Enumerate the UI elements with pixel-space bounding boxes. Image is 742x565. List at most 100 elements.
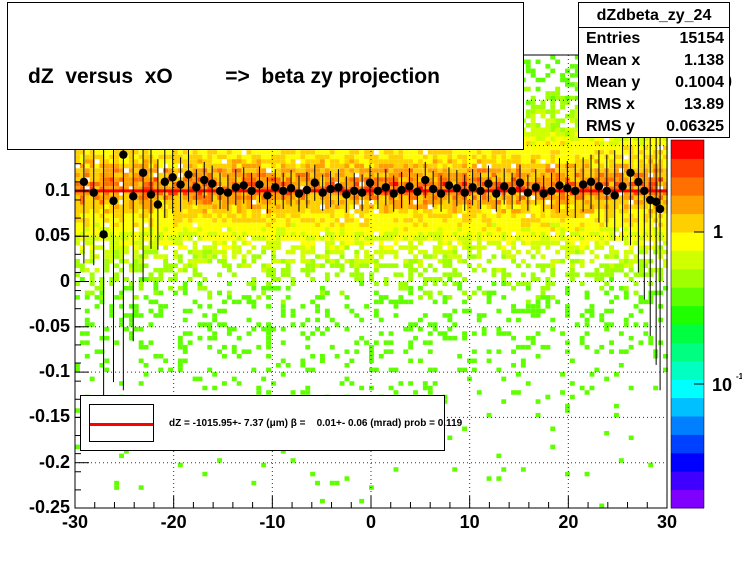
heatmap-cell	[555, 258, 561, 264]
heatmap-cell	[609, 172, 614, 178]
heatmap-cell	[310, 245, 316, 250]
heatmap-cell	[594, 195, 600, 200]
heatmap-cell	[329, 258, 335, 264]
heatmap-cell	[648, 145, 654, 151]
heatmap-cell	[104, 258, 110, 264]
heatmap-cell	[476, 195, 482, 200]
heatmap-cell	[388, 186, 394, 191]
heatmap-cell	[241, 204, 247, 210]
heatmap-cell	[231, 200, 237, 205]
heatmap-cell	[540, 104, 546, 110]
heatmap-cell	[202, 254, 208, 259]
heatmap-cell	[275, 227, 281, 232]
heatmap-cell	[584, 150, 590, 155]
heatmap-cell	[638, 245, 644, 250]
heatmap-cell	[192, 209, 198, 214]
heatmap-cell	[133, 245, 139, 250]
heatmap-cell	[599, 313, 605, 318]
heatmap-cell	[275, 195, 281, 200]
heatmap-cell	[109, 281, 115, 287]
heatmap-cell	[212, 190, 218, 196]
heatmap-cell	[163, 304, 169, 309]
heatmap-cell	[555, 172, 561, 178]
heatmap-cell	[589, 272, 595, 277]
heatmap-cell	[589, 141, 595, 146]
heatmap-cell	[207, 163, 213, 169]
heatmap-cell	[550, 100, 556, 105]
heatmap-cell	[124, 213, 129, 219]
heatmap-cell	[648, 258, 654, 264]
heatmap-cell	[168, 190, 173, 196]
heatmap-cell	[138, 190, 144, 196]
heatmap-cell	[545, 204, 551, 210]
heatmap-cell	[153, 195, 159, 200]
heatmap-cell	[339, 381, 345, 386]
heatmap-cell	[535, 168, 541, 173]
heatmap-cell	[315, 295, 320, 300]
heatmap-cell	[138, 358, 144, 364]
heatmap-cell	[594, 141, 600, 146]
heatmap-cell	[565, 403, 570, 409]
heatmap-cell	[427, 385, 433, 391]
heatmap-cell	[75, 200, 80, 205]
heatmap-cell	[442, 335, 448, 341]
heatmap-cell	[516, 204, 521, 210]
heatmap-cell	[550, 181, 556, 187]
heatmap-cell	[609, 349, 614, 354]
heatmap-cell	[398, 200, 404, 205]
heatmap-cell	[565, 213, 570, 219]
heatmap-cell	[315, 154, 320, 160]
heatmap-cell	[104, 254, 110, 259]
heatmap-cell	[638, 154, 644, 160]
heatmap-cell	[138, 204, 144, 210]
heatmap-cell	[413, 231, 418, 237]
heatmap-cell	[344, 204, 350, 210]
heatmap-cell	[369, 195, 374, 200]
heatmap-cell	[555, 163, 561, 169]
heatmap-cell	[354, 227, 360, 232]
data-point	[231, 183, 241, 192]
heatmap-cell	[187, 308, 193, 314]
heatmap-cell	[124, 449, 129, 454]
heatmap-cell	[398, 154, 404, 160]
heatmap-cell	[540, 231, 546, 237]
heatmap-cell	[94, 267, 100, 273]
heatmap-cell	[476, 254, 482, 259]
heatmap-cell	[207, 154, 213, 160]
heatmap-cell	[579, 340, 585, 345]
heatmap-cell	[398, 195, 404, 200]
heatmap-cell	[261, 236, 267, 241]
heatmap-cell	[604, 326, 610, 332]
heatmap-cell	[569, 222, 575, 228]
heatmap-cell	[114, 245, 120, 250]
heatmap-cell	[540, 100, 546, 105]
heatmap-cell	[457, 281, 463, 287]
heatmap-cell	[413, 204, 418, 210]
heatmap-cell	[525, 286, 531, 291]
heatmap-cell	[486, 236, 492, 241]
heatmap-cell	[364, 150, 369, 155]
heatmap-cell	[148, 299, 154, 305]
heatmap-cell	[84, 240, 90, 246]
heatmap-cell	[501, 254, 507, 259]
heatmap-cell	[138, 240, 144, 246]
heatmap-cell	[496, 245, 502, 250]
heatmap-cell	[574, 145, 580, 151]
heatmap-cell	[663, 222, 668, 228]
heatmap-cell	[535, 136, 541, 142]
heatmap-cell	[99, 277, 105, 282]
heatmap-cell	[560, 159, 565, 164]
heatmap-cell	[648, 272, 654, 277]
heatmap-cell	[388, 340, 394, 345]
data-point	[318, 188, 327, 197]
heatmap-cell	[545, 190, 551, 196]
heatmap-cell	[604, 272, 610, 277]
heatmap-cell	[197, 376, 203, 382]
heatmap-cell	[109, 308, 115, 314]
heatmap-cell	[246, 222, 252, 228]
heatmap-cell	[104, 267, 110, 273]
heatmap-cell	[202, 286, 208, 291]
heatmap-cell	[124, 204, 129, 210]
heatmap-cell	[525, 222, 531, 228]
heatmap-cell	[285, 236, 291, 241]
